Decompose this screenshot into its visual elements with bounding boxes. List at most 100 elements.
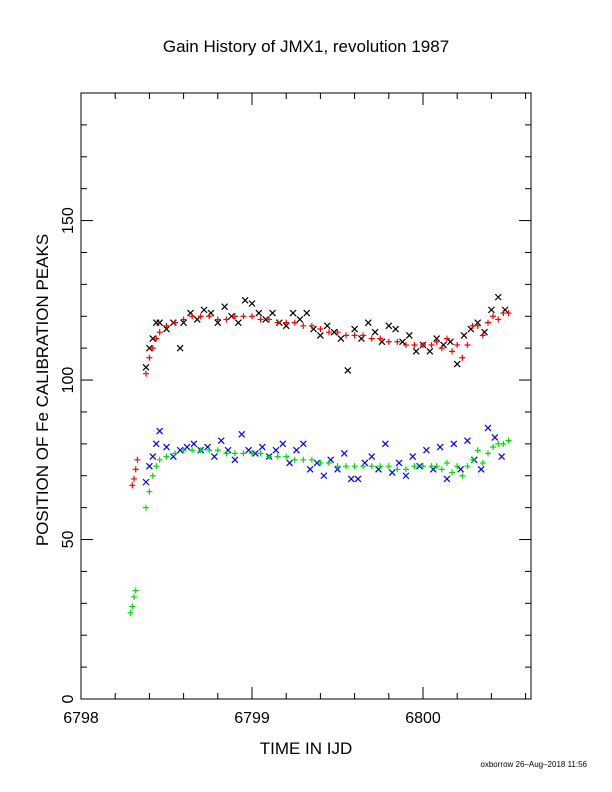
data-point (231, 450, 238, 457)
data-point (484, 450, 491, 457)
data-point (474, 319, 482, 327)
data-point (500, 310, 507, 317)
data-point (156, 427, 164, 435)
data-point (153, 463, 160, 470)
data-point (172, 319, 179, 326)
data-point (377, 463, 384, 470)
data-point (377, 335, 384, 342)
data-point (334, 329, 341, 336)
data-point (180, 316, 187, 323)
data-point (249, 450, 255, 457)
data-point (145, 462, 153, 470)
data-point (505, 310, 512, 317)
data-point (142, 370, 149, 377)
data-point (454, 463, 461, 470)
data-point (428, 463, 435, 470)
data-point (351, 332, 358, 339)
data-point (317, 326, 324, 333)
data-point (142, 504, 149, 511)
data-point (411, 341, 418, 348)
x-tick-label: 6798 (63, 710, 99, 727)
data-point (163, 325, 170, 333)
data-point (156, 319, 164, 327)
data-point (258, 443, 266, 451)
data-point (487, 306, 495, 314)
data-point (142, 363, 150, 371)
data-point (197, 313, 204, 320)
data-point (368, 453, 376, 461)
data-point (433, 335, 441, 343)
data-point (131, 475, 138, 482)
data-point (395, 459, 403, 467)
axis-ticks (80, 92, 531, 700)
data-point (411, 463, 418, 470)
data-point (300, 456, 307, 463)
data-point (146, 488, 153, 495)
data-point (500, 440, 507, 447)
data-point (330, 328, 338, 336)
data-point (454, 341, 461, 348)
x-tick-label: 6799 (234, 710, 270, 727)
data-point (163, 443, 170, 451)
data-point (214, 447, 221, 454)
data-point (129, 482, 136, 489)
series-2 (129, 310, 512, 489)
data-point (385, 338, 392, 345)
data-point (388, 469, 396, 476)
data-point (498, 453, 506, 461)
data-point (402, 472, 410, 480)
chart-title: Gain History of JMX1, revolution 1987 (163, 37, 449, 56)
data-point (257, 316, 264, 323)
data-point (438, 345, 445, 352)
data-point (274, 319, 281, 326)
data-point (146, 354, 153, 361)
data-point (405, 331, 413, 339)
data-point (156, 456, 163, 463)
data-point (325, 329, 332, 336)
data-point (474, 322, 481, 329)
data-point (428, 341, 435, 348)
data-point (293, 446, 300, 454)
data-point (351, 325, 359, 333)
y-tick-label: 150 (60, 207, 77, 234)
data-point (303, 309, 311, 317)
data-point (490, 444, 497, 451)
data-point (459, 472, 466, 479)
data-point (149, 453, 157, 461)
data-point (385, 463, 392, 470)
data-point (479, 332, 486, 339)
data-point (300, 322, 307, 329)
y-axis-label: POSITION OF Fe CALIBRATION PEAKS (33, 234, 52, 546)
data-point (129, 603, 136, 610)
data-point (343, 463, 350, 470)
data-point (420, 341, 426, 348)
data-point (347, 475, 355, 483)
data-point (446, 338, 454, 346)
x-tick-label: 6800 (405, 710, 441, 727)
data-point (156, 329, 163, 336)
data-point (399, 338, 406, 346)
data-point (240, 313, 247, 320)
data-point (190, 440, 198, 448)
data-point (197, 447, 204, 454)
data-point (163, 453, 170, 460)
data-point (132, 466, 139, 473)
data-point (364, 319, 372, 327)
data-point (484, 424, 492, 432)
data-point (323, 322, 331, 330)
data-point (231, 456, 239, 464)
series-3 (127, 437, 512, 616)
data-point (251, 449, 259, 457)
footer-stamp: oxborrow 26–Aug–2018 11:56 (480, 760, 587, 769)
data-point (344, 367, 352, 374)
data-point (296, 316, 304, 323)
data-point (240, 450, 247, 457)
data-point (231, 313, 238, 320)
data-point (206, 447, 213, 454)
data-point (274, 453, 281, 460)
data-point (438, 466, 445, 473)
data-point (183, 443, 191, 451)
data-point (283, 453, 290, 460)
series-0 (142, 293, 509, 374)
data-point (368, 335, 375, 342)
